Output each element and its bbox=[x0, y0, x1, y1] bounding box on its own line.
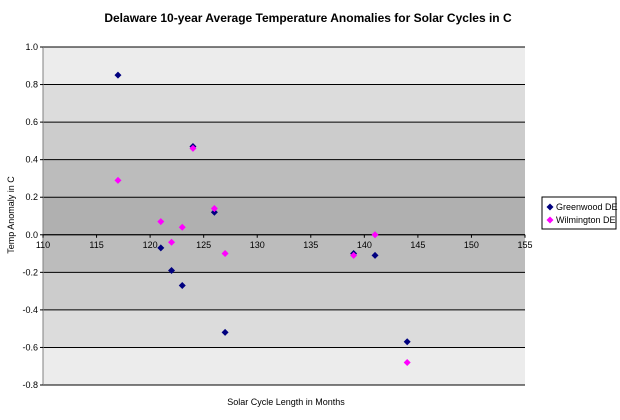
legend-marker bbox=[546, 216, 554, 224]
x-tick-label: 135 bbox=[303, 240, 318, 250]
y-tick-label: -0.6 bbox=[22, 342, 38, 352]
x-tick-labels: 110 115 120 125 130 135 140 145 150 155 bbox=[36, 234, 533, 250]
x-tick-label: 110 bbox=[36, 240, 50, 250]
chart-title: Delaware 10-year Average Temperature Ano… bbox=[104, 11, 512, 25]
wilmington-point bbox=[114, 176, 122, 184]
plot-band bbox=[43, 122, 525, 160]
plot-band bbox=[43, 47, 525, 85]
data-points bbox=[114, 71, 411, 366]
greenwood-point bbox=[221, 328, 229, 336]
legend-label: Greenwood DE bbox=[556, 202, 618, 212]
greenwood-point bbox=[210, 208, 218, 216]
greenwood-point bbox=[168, 266, 176, 274]
wilmington-point bbox=[178, 223, 186, 231]
y-tick-label: 0.2 bbox=[25, 192, 38, 202]
x-tick-label: 140 bbox=[357, 240, 372, 250]
wilmington-point bbox=[371, 231, 379, 239]
legend-label: Wilmington DE bbox=[556, 215, 616, 225]
plot-band bbox=[43, 197, 525, 235]
plot-band bbox=[43, 347, 525, 385]
x-axis-title: Solar Cycle Length in Months bbox=[227, 397, 345, 407]
wilmington-point bbox=[403, 358, 411, 366]
x-tick-label: 125 bbox=[196, 240, 211, 250]
y-tick-label: 0.8 bbox=[25, 80, 38, 90]
wilmington-point bbox=[157, 218, 165, 226]
x-tick-label: 120 bbox=[143, 240, 158, 250]
wilmington-point bbox=[210, 204, 218, 212]
wilmington-point bbox=[350, 251, 358, 259]
wilmington-point bbox=[221, 250, 229, 258]
legend-marker bbox=[546, 203, 554, 211]
x-tick-label: 145 bbox=[410, 240, 425, 250]
greenwood-point bbox=[157, 244, 165, 252]
wilmington-point bbox=[189, 144, 197, 152]
plot-band bbox=[43, 234, 525, 273]
y-tick-label: 0.0 bbox=[25, 230, 38, 240]
wilmington-point bbox=[168, 238, 176, 246]
legend: Greenwood DE Wilmington DE bbox=[541, 196, 618, 230]
y-tick-label: -0.8 bbox=[22, 380, 38, 390]
y-tick-label: 0.6 bbox=[25, 117, 38, 127]
x-tick-label: 150 bbox=[464, 240, 479, 250]
y-tick-label: 1.0 bbox=[25, 42, 38, 52]
y-tick-label: -0.2 bbox=[22, 267, 38, 277]
axes bbox=[42, 47, 525, 385]
x-tick-label: 130 bbox=[250, 240, 265, 250]
greenwood-point bbox=[178, 281, 186, 289]
x-tick-label: 115 bbox=[89, 240, 103, 250]
plot-background bbox=[43, 47, 525, 385]
greenwood-point bbox=[371, 251, 379, 259]
x-tick-label: 155 bbox=[517, 240, 532, 250]
plot-band bbox=[43, 272, 525, 310]
greenwood-point bbox=[403, 338, 411, 346]
plot-band bbox=[43, 309, 525, 348]
greenwood-point bbox=[114, 71, 122, 79]
plot-band bbox=[43, 159, 525, 198]
y-tick-labels: 1.0 0.8 0.6 0.4 0.2 0.0 -0.2 -0.4 -0.6 -0.8 bbox=[22, 42, 43, 390]
y-tick-label: -0.4 bbox=[22, 305, 38, 315]
legend-box bbox=[541, 196, 617, 230]
plot-band bbox=[43, 84, 525, 123]
y-tick-label: 0.4 bbox=[25, 155, 38, 165]
y-axis-title: Temp Anomaly in C bbox=[6, 176, 16, 254]
